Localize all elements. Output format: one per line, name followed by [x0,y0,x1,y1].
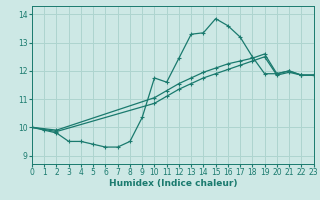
X-axis label: Humidex (Indice chaleur): Humidex (Indice chaleur) [108,179,237,188]
